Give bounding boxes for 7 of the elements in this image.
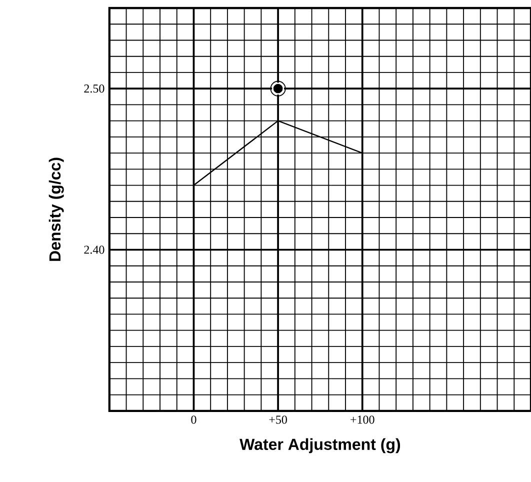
y-axis-title: Density (g/cc) [48, 158, 64, 262]
y-tick-label: 2.50 [84, 84, 104, 93]
y-tick-label: 2.40 [84, 246, 104, 254]
x-tick-label: 0 [191, 416, 196, 424]
x-tick-label: +50 [269, 416, 287, 424]
x-tick-label: +100 [350, 416, 374, 424]
x-axis-title: Water Adjustment (g) [240, 438, 400, 454]
